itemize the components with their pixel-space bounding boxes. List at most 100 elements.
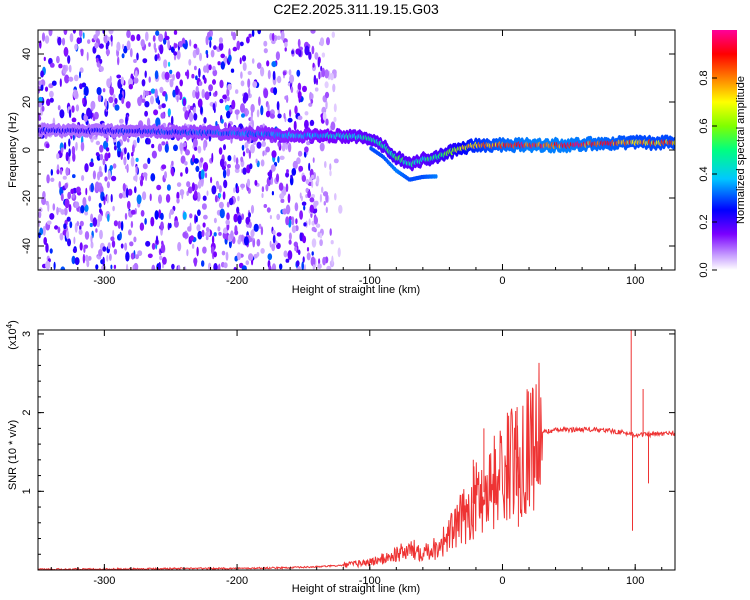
spectrogram-noise-cell <box>142 191 147 201</box>
spectrogram-noise-cell <box>65 151 69 162</box>
spectrogram-noise-cell <box>228 197 234 206</box>
spectrogram-noise-cell <box>130 34 136 42</box>
spectrogram-noise-cell <box>268 265 272 270</box>
spectrogram-noise-cell <box>322 111 327 121</box>
spectrogram-noise-cell <box>301 175 307 182</box>
spectrogram-noise-cell <box>263 40 268 47</box>
spectrogram-noise-cell <box>315 200 319 206</box>
spectrogram-noise-cell <box>173 51 178 56</box>
spectrogram-noise-cell <box>121 53 125 59</box>
spectrogram-noise-cell <box>310 256 316 267</box>
spectrogram-noise-cell <box>195 86 199 93</box>
spectrogram-noise-cell <box>229 107 232 113</box>
spectrogram-noise-cell <box>308 102 313 107</box>
spectrogram-noise-cell <box>297 115 303 121</box>
spectrogram-noise-cell <box>227 155 232 162</box>
spectrogram-noise-cell <box>71 105 75 113</box>
spectrogram-noise-cell <box>215 120 218 128</box>
spectrogram-noise-cell <box>187 104 191 110</box>
spectrogram-noise-cell <box>253 223 259 232</box>
spectrogram-noise-cell <box>76 220 80 227</box>
spectrogram-noise-cell <box>104 98 108 108</box>
spectrogram-noise-cell <box>322 256 326 266</box>
spectrogram-noise-cell <box>251 119 254 129</box>
spectrogram-noise-cell <box>283 250 288 258</box>
spectrogram-noise-cell <box>201 260 205 267</box>
spectrogram-noise-cell <box>256 252 260 257</box>
spectrogram-noise-cell <box>288 232 292 241</box>
spectrogram-noise-cell <box>164 35 170 41</box>
spectrogram-noise-cell <box>234 109 240 115</box>
spectrogram-noise-cell <box>130 156 135 167</box>
spectrogram-noise-cell <box>106 194 109 204</box>
spectrogram-noise-cell <box>317 58 320 68</box>
spectrogram-noise-cell <box>90 234 93 244</box>
spectrogram-noise-cell <box>247 70 252 76</box>
spectrogram-noise-cell <box>71 255 76 265</box>
spectrogram-noise-cell <box>323 201 326 206</box>
spectrogram-noise-cell <box>332 83 336 93</box>
spectrogram-noise-cell <box>150 216 155 227</box>
spectrogram-noise-cell <box>68 138 71 147</box>
spectrogram-noise-cell <box>196 224 201 232</box>
spectrogram-noise-cell <box>310 30 316 34</box>
spectrogram-noise-cell <box>61 37 66 46</box>
spectrogram-noise-cell <box>227 83 233 91</box>
spectrogram-noise-cell <box>197 230 203 240</box>
spectrogram-noise-cell <box>133 77 139 84</box>
spectrogram-noise-cell <box>261 193 264 198</box>
spectrogram-noise-cell <box>155 235 159 245</box>
spectrogram-noise-cell <box>174 43 178 48</box>
spectrogram-noise-cell <box>278 182 284 191</box>
spectrogram-noise-cell <box>167 108 171 117</box>
spectrogram-noise-cell <box>302 85 307 93</box>
spectrogram-noise-cell <box>192 89 196 99</box>
spectrogram-noise-cell <box>121 96 125 105</box>
spectrogram-noise-cell <box>226 96 230 102</box>
spectrogram-noise-cell <box>271 39 276 45</box>
spectrogram-noise-cell <box>295 48 301 55</box>
spectrogram-noise-cell <box>262 150 265 157</box>
spectrogram-noise-cell <box>169 78 174 88</box>
spectrogram-noise-cell <box>87 39 91 44</box>
spectrogram-noise-cell <box>84 211 88 216</box>
spectrogram-noise-cell <box>257 30 262 35</box>
spectrogram-noise-cell <box>283 112 286 119</box>
spectrogram-noise-cell <box>212 79 216 85</box>
snr-y-tick-label: 2 <box>21 410 33 416</box>
spectrogram-noise-cell <box>104 163 107 173</box>
spectrogram-noise-cell <box>325 118 329 126</box>
spectrogram-noise-cell <box>113 145 117 151</box>
spectrogram-noise-cell <box>165 194 171 203</box>
spectrogram-noise-cell <box>331 255 334 265</box>
spectrogram-noise-cell <box>78 229 83 235</box>
spectrogram-noise-cell <box>143 89 146 100</box>
spectrogram-noise-cell <box>325 100 328 110</box>
spectrogram-noise-cell <box>179 142 184 152</box>
spectrogram-noise-cell <box>265 110 271 118</box>
spectrogram-noise-cell <box>109 253 112 261</box>
spectrogram-noise-cell <box>75 186 81 194</box>
spectrogram-noise-cell <box>234 168 240 174</box>
spectrogram-noise-cell <box>244 141 249 149</box>
spectrogram-noise-cell <box>326 37 330 46</box>
spectrogram-noise-cell <box>188 59 192 66</box>
spectrogram-noise-cell <box>185 149 190 156</box>
spectrogram-noise-cell <box>225 251 229 261</box>
spectrogram-noise-cell <box>170 167 174 176</box>
spectrogram-noise-cell <box>288 69 292 76</box>
spectrogram-noise-cell <box>69 221 73 229</box>
spectrogram-noise-cell <box>236 40 241 51</box>
spectrogram-noise-cell <box>213 232 217 237</box>
spectrogram-noise-cell <box>267 69 271 80</box>
spectrogram-noise-cell <box>75 141 78 151</box>
spectrogram-noise-cell <box>41 105 45 112</box>
snr-x-tick-label: -200 <box>226 575 248 587</box>
spectrogram-noise-cell <box>102 88 106 93</box>
spectrogram-noise-cell <box>189 112 194 122</box>
chart-title: C2E2.2025.311.19.15.G03 <box>273 1 439 17</box>
spectrogram-noise-cell <box>73 89 76 98</box>
spectrogram-noise-cell <box>59 232 64 241</box>
spectrogram-noise-cell <box>241 55 247 62</box>
spectrogram-noise-cell <box>80 141 85 152</box>
